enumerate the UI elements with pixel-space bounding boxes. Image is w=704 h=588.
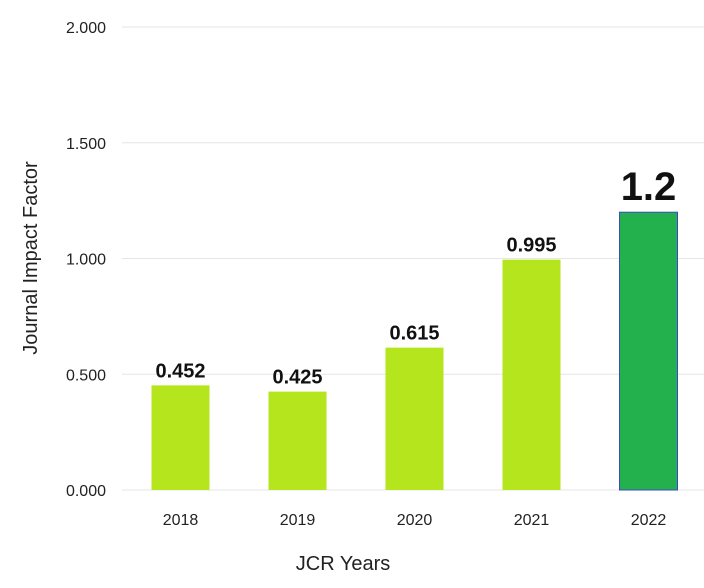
y-axis-title: Journal Impact Factor: [20, 161, 42, 355]
x-tick-label-2020: 2020: [397, 512, 433, 529]
data-label-2018: 0.452: [155, 360, 205, 382]
data-label-2019: 0.425: [272, 367, 322, 389]
bar-2021: [502, 259, 561, 490]
bar-2019: [268, 391, 327, 490]
bars: [151, 211, 678, 491]
x-axis-title: JCR Years: [296, 553, 391, 575]
data-label-2022: 1.2: [621, 165, 677, 209]
data-label-2021: 0.995: [506, 235, 556, 257]
x-tick-label-2022: 2022: [631, 512, 667, 529]
y-tick-label: 2.000: [66, 20, 106, 37]
bar-2018: [151, 385, 210, 490]
data-labels: 0.452 0.425 0.615 0.995 1.2: [155, 165, 676, 388]
y-tick-label: 1.000: [66, 252, 106, 269]
gridlines: [122, 26, 704, 491]
y-axis-tick-labels: 0.000 0.500 1.000 1.500 2.000: [66, 20, 106, 500]
x-tick-label-2019: 2019: [280, 512, 316, 529]
bar-2020: [385, 347, 444, 490]
bar-2022: [619, 211, 678, 491]
y-tick-label: 1.500: [66, 136, 106, 153]
y-tick-label: 0.000: [66, 483, 106, 500]
x-axis-tick-labels: 2018 2019 2020 2021 2022: [163, 512, 667, 529]
x-tick-label-2021: 2021: [514, 512, 550, 529]
data-label-2020: 0.615: [389, 323, 439, 345]
x-tick-label-2018: 2018: [163, 512, 199, 529]
y-tick-label: 0.500: [66, 367, 106, 384]
